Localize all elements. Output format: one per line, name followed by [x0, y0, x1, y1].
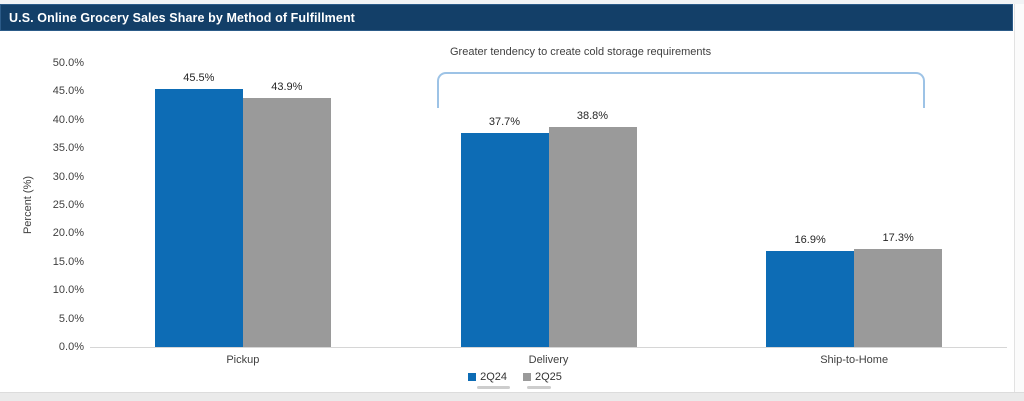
legend-label: 2Q25	[535, 371, 562, 383]
title-banner: U.S. Online Grocery Sales Share by Metho…	[0, 4, 1013, 31]
bar-2q24-ship-to-home	[766, 251, 855, 347]
bar-value-label: 16.9%	[794, 234, 826, 246]
y-tick-label: 45.0%	[52, 85, 84, 98]
bar-2q24-pickup	[154, 88, 243, 347]
bar-2q24-delivery	[460, 132, 549, 347]
bar-value-label: 38.8%	[576, 109, 609, 122]
y-tick-label: 5.0%	[58, 312, 84, 325]
bar-value-label: 37.7%	[488, 115, 521, 128]
y-tick-label: 10.0%	[52, 284, 84, 297]
bar-value-label: 43.9%	[271, 80, 303, 93]
x-category-label-pickup: Pickup	[226, 354, 260, 366]
x-category-label-ship-to-home: Ship-to-Home	[820, 354, 889, 366]
y-tick-label: 50.0%	[52, 57, 84, 69]
cold-storage-bracket	[437, 72, 925, 108]
y-tick-label: 30.0%	[52, 170, 84, 183]
bar-2q25-ship-to-home	[854, 248, 943, 347]
legend-label: 2Q24	[480, 371, 507, 383]
bar-value-label: 45.5%	[183, 71, 215, 84]
y-tick-label: 0.0%	[58, 341, 84, 353]
legend-swatch-icon	[523, 373, 531, 381]
frame-right-strip	[1014, 4, 1024, 392]
bar-2q25-pickup	[242, 97, 331, 347]
annotation-text: Greater tendency to create cold storage …	[450, 46, 712, 58]
chart-legend: 2Q24 2Q25	[90, 371, 940, 383]
legend-item-2q24: 2Q24	[468, 371, 507, 383]
legend-item-2q25: 2Q25	[523, 371, 562, 383]
y-tick-label: 35.0%	[52, 142, 84, 155]
legend-swatch-icon	[468, 373, 477, 381]
y-tick-label: 25.0%	[52, 199, 84, 211]
source-note-illegible	[527, 386, 551, 389]
y-tick-label: 20.0%	[52, 227, 84, 240]
page-title: U.S. Online Grocery Sales Share by Metho…	[9, 10, 355, 25]
frame-top-strip	[0, 0, 1024, 4]
bar-2q25-delivery	[548, 126, 637, 347]
y-tick-label: 15.0%	[52, 255, 84, 268]
frame-bottom-strip	[0, 392, 1024, 401]
x-axis-line	[90, 347, 1007, 348]
source-note-illegible	[477, 386, 510, 389]
bar-value-label: 17.3%	[882, 231, 914, 244]
x-category-label-delivery: Delivery	[528, 354, 569, 366]
y-tick-label: 40.0%	[52, 113, 84, 126]
